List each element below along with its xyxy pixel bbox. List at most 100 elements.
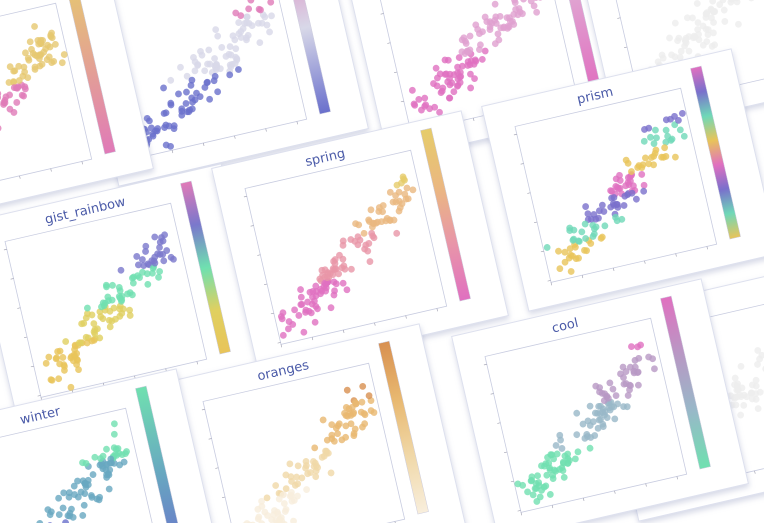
- plot-frame: [514, 87, 718, 283]
- scatter-point: [79, 512, 87, 519]
- scatter-point: [747, 389, 755, 397]
- axis-tick: [551, 505, 554, 509]
- scatter-point: [720, 6, 728, 14]
- scatter-point: [129, 279, 137, 287]
- axis-tick: [613, 267, 615, 271]
- scatter-point: [622, 182, 630, 190]
- scatter-point: [622, 368, 630, 375]
- scatter-point: [302, 462, 310, 469]
- scatter-point: [243, 19, 251, 27]
- scatter-point: [75, 366, 82, 374]
- scatter-point: [359, 382, 367, 390]
- scatter-point: [748, 381, 756, 389]
- scatter-point: [650, 140, 658, 147]
- plot-frame: [4, 202, 208, 398]
- axis-tick: [250, 225, 254, 227]
- axis-tick: [624, 46, 628, 48]
- scatter-point: [201, 67, 209, 75]
- axis-tick: [81, 161, 83, 165]
- scatter-point: [211, 55, 218, 62]
- scatter-point: [578, 228, 586, 236]
- scatter-point: [549, 475, 557, 483]
- scatter-point: [307, 309, 315, 317]
- scatter-point: [11, 67, 19, 75]
- axis-tick: [510, 480, 514, 483]
- scatter-point: [632, 195, 640, 203]
- scatter-point: [703, 9, 711, 17]
- scatter-point: [53, 354, 61, 362]
- scatter-point: [162, 109, 170, 117]
- axis-tick: [645, 483, 647, 487]
- colorbar: [65, 0, 116, 155]
- scatter-point: [491, 40, 499, 48]
- scatter-point: [203, 79, 211, 87]
- scatter-point: [748, 395, 756, 403]
- scatter-point: [160, 257, 168, 265]
- scatter-point: [272, 482, 280, 489]
- scatter-point: [96, 334, 104, 342]
- scatter-point: [112, 445, 120, 453]
- scatter-point: [155, 273, 162, 281]
- scatter-point: [661, 144, 669, 152]
- scatter-point: [659, 54, 667, 62]
- scatter-point: [426, 105, 434, 113]
- scatter-point: [352, 400, 360, 407]
- scatter-point: [303, 486, 310, 493]
- scatter-point: [167, 142, 174, 150]
- scatter-point: [31, 65, 39, 73]
- scatter-point: [592, 223, 600, 231]
- scatter-point: [254, 19, 262, 27]
- scatter-point: [671, 19, 679, 27]
- axis-tick: [583, 497, 585, 501]
- scatter-point: [38, 60, 46, 68]
- scatter-point: [291, 481, 299, 489]
- scatter-point: [721, 18, 729, 25]
- scatter-point: [603, 414, 611, 421]
- scatter-point: [142, 242, 150, 250]
- scatter-point: [287, 473, 295, 481]
- scatter-point: [60, 489, 68, 497]
- scatter-point: [61, 363, 68, 370]
- scatter-point: [322, 287, 330, 295]
- scatter-point: [604, 394, 612, 402]
- colorbar: [280, 0, 331, 115]
- scatter-point: [597, 234, 605, 242]
- scatter-point: [628, 189, 636, 197]
- scatter-point: [233, 56, 241, 64]
- axis-tick: [264, 283, 268, 285]
- scatter-point: [160, 84, 167, 92]
- scatter-point: [198, 51, 206, 59]
- scatter-point: [711, 8, 719, 15]
- plot-frame: [244, 149, 448, 345]
- colorbar: [378, 340, 429, 515]
- scatter-point: [616, 171, 623, 179]
- scatter-point: [515, 5, 523, 12]
- scatter-point: [456, 79, 464, 86]
- scatter-point: [342, 404, 350, 411]
- scatter-point: [678, 110, 686, 117]
- scatter-point: [731, 381, 738, 389]
- scatter-point: [596, 384, 604, 392]
- scatter-point: [20, 92, 28, 100]
- scatter-point: [97, 313, 105, 320]
- scatter-point: [143, 270, 151, 278]
- scatter-point: [314, 464, 322, 472]
- scatter-point: [612, 392, 620, 400]
- scatter-point: [640, 137, 648, 145]
- scatter-point: [432, 64, 440, 72]
- scatter-point: [10, 78, 18, 86]
- scatter-point: [327, 469, 335, 477]
- scatter-point: [122, 450, 129, 457]
- scatter-point: [117, 297, 125, 305]
- scatter-point: [628, 168, 635, 175]
- scatter-point: [310, 458, 317, 465]
- scatter-point: [68, 505, 75, 513]
- scatter-point: [738, 384, 746, 392]
- scatter-point: [645, 124, 653, 132]
- scatter-point: [311, 318, 319, 326]
- scatter-point: [640, 187, 648, 195]
- scatter-point: [379, 208, 386, 216]
- axis-tick: [243, 195, 247, 198]
- scatter-point: [304, 298, 311, 306]
